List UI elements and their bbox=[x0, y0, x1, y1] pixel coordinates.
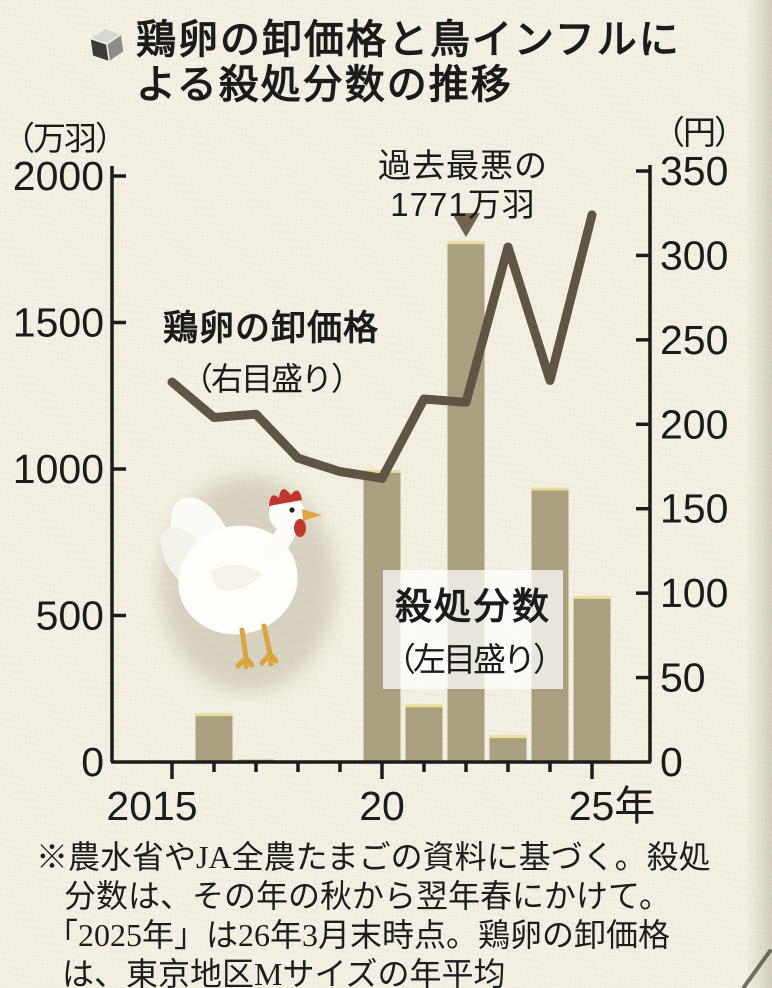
bar-top-edge-2023 bbox=[489, 735, 527, 739]
bar-2023 bbox=[489, 737, 527, 762]
cull-bars-label: 殺処分数 （左目盛り） bbox=[383, 570, 566, 689]
bar-2021 bbox=[405, 706, 443, 762]
bar-top-edge-2024 bbox=[531, 487, 569, 491]
annotation-arrow-marker bbox=[452, 213, 480, 238]
price-line bbox=[167, 210, 597, 483]
right-axis-label-300: 300 bbox=[660, 232, 728, 278]
bullet-cube-icon bbox=[88, 27, 125, 64]
bar-top-edge-2016 bbox=[195, 713, 233, 717]
left-axis-label-500: 500 bbox=[36, 593, 104, 639]
right-axis-label-0: 0 bbox=[660, 739, 683, 785]
left-axis-label-0: 0 bbox=[81, 739, 104, 785]
corner-pen-mark bbox=[742, 949, 772, 988]
left-axis-label-1500: 1500 bbox=[13, 300, 104, 346]
right-axis-label-250: 250 bbox=[660, 317, 728, 363]
x-axis-label-2025: 25年 bbox=[569, 783, 656, 829]
chicken-illustration bbox=[160, 476, 336, 692]
bar-2016 bbox=[195, 715, 233, 762]
left-axis-label-2000: 2000 bbox=[13, 153, 104, 199]
right-axis-label-50: 50 bbox=[660, 655, 706, 701]
chart-title: 鶏卵の卸価格と鳥インフルに よる殺処分数の推移 bbox=[136, 18, 681, 108]
chart-title-line2: よる殺処分数の推移 bbox=[136, 63, 513, 107]
x-axis-label-2015: 2015 bbox=[106, 783, 197, 829]
left-axis-label-1000: 1000 bbox=[13, 446, 104, 492]
record-annotation: 過去最悪の 1771万羽 bbox=[330, 146, 596, 224]
cull-bars-label-name: 殺処分数 bbox=[395, 586, 551, 627]
footnote-line1: ※農水省やJA全農たまごの資料に基づく。殺処 bbox=[36, 839, 711, 875]
price-line-label-name: 鶏卵の卸価格 bbox=[162, 309, 379, 348]
right-axis-label-150: 150 bbox=[660, 486, 728, 532]
right-axis-unit: （円） bbox=[652, 114, 747, 151]
x-axis-label-2020: 20 bbox=[359, 783, 405, 829]
record-annotation-line2: 1771万羽 bbox=[390, 186, 536, 223]
right-axis-label-200: 200 bbox=[660, 401, 728, 447]
record-annotation-line1: 過去最悪の bbox=[378, 147, 548, 184]
right-axis-label-100: 100 bbox=[660, 570, 728, 616]
bar-top-edge-2025 bbox=[573, 595, 611, 599]
price-line-label: 鶏卵の卸価格 （右目盛り） bbox=[148, 300, 394, 400]
bar-top-edge-2022 bbox=[447, 241, 485, 245]
bar-top-edge-2021 bbox=[405, 704, 443, 708]
footnote-line4: は、東京地区Mサイズの年平均 bbox=[62, 956, 506, 988]
left-axis-unit: （万羽） bbox=[2, 120, 128, 157]
chicken-body-group bbox=[160, 489, 322, 670]
chart-title-line1: 鶏卵の卸価格と鳥インフルに bbox=[136, 18, 681, 62]
source-footnote: ※農水省やJA全農たまごの資料に基づく。殺処 分数は、その年の秋から翌年春にかけ… bbox=[0, 838, 772, 988]
cull-bars-label-scale: （左目盛り） bbox=[383, 641, 566, 678]
price-line-label-scale: （右目盛り） bbox=[180, 361, 363, 397]
footnote-line3: 「2025年」は26年3月末時点。鶏卵の卸価格 bbox=[46, 917, 671, 953]
right-axis-label-350: 350 bbox=[660, 148, 728, 194]
scan-edge-shading bbox=[746, 0, 772, 988]
footnote-line2: 分数は、その年の秋から翌年春にかけて。 bbox=[64, 878, 672, 914]
bar-2025 bbox=[573, 597, 611, 762]
